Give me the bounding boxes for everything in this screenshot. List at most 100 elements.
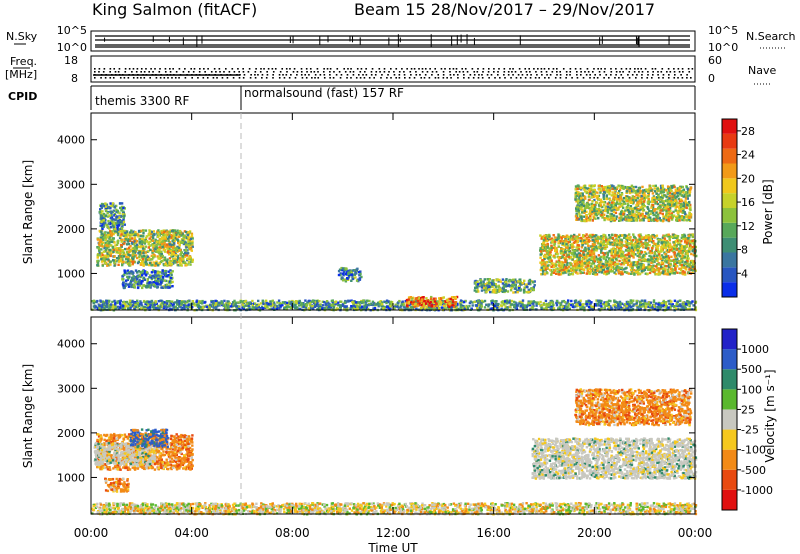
data-cell — [544, 299, 548, 303]
data-cell — [114, 244, 117, 247]
freq-dot — [641, 77, 643, 79]
freq-traces — [93, 68, 694, 79]
data-cell — [491, 299, 494, 302]
data-cell — [157, 229, 160, 232]
freq-dot — [94, 68, 96, 70]
freq-dot — [339, 77, 342, 79]
data-cell — [111, 246, 114, 249]
data-cell — [129, 245, 132, 248]
data-cell — [218, 301, 221, 304]
data-cell — [133, 236, 137, 239]
freq-dot — [329, 71, 331, 73]
data-cell — [122, 210, 125, 213]
data-cell — [134, 245, 137, 248]
data-cell — [414, 302, 417, 305]
data-cell — [311, 299, 315, 302]
freq-dot — [490, 74, 493, 76]
data-cell — [563, 301, 567, 304]
data-cell — [145, 271, 149, 274]
data-cell — [155, 243, 159, 247]
freq-dot — [641, 74, 643, 76]
freq-dot — [674, 74, 676, 76]
data-cell — [144, 236, 148, 240]
freq-dot — [257, 74, 259, 76]
data-cell — [156, 240, 159, 243]
freq-dot — [635, 77, 637, 79]
data-cell — [411, 302, 415, 306]
freq-dot — [478, 74, 480, 76]
data-cell — [123, 229, 126, 233]
data-cell — [133, 279, 136, 283]
freq-dot — [455, 68, 458, 70]
data-cell — [663, 305, 666, 308]
data-cell — [423, 300, 426, 303]
data-cell — [103, 247, 106, 250]
data-cell — [106, 239, 109, 243]
data-cell — [153, 254, 156, 257]
data-cell — [549, 301, 552, 304]
data-cell — [521, 282, 524, 285]
freq-dot — [582, 77, 585, 79]
data-cell — [101, 222, 105, 225]
data-cell — [512, 291, 515, 294]
freq-dot — [562, 68, 565, 70]
data-cell — [203, 301, 206, 304]
data-cell — [169, 250, 172, 253]
data-cell — [111, 305, 114, 309]
data-cell — [141, 270, 145, 273]
freq-dot — [547, 68, 550, 70]
freq-dot — [113, 68, 116, 70]
data-cell — [132, 252, 135, 255]
data-cell — [101, 241, 105, 244]
data-cell — [123, 242, 126, 245]
data-cell — [111, 230, 114, 233]
freq-dot — [477, 77, 480, 79]
data-cell — [161, 240, 165, 243]
data-cell — [135, 240, 139, 243]
data-cell — [670, 303, 673, 306]
freq-dot — [326, 68, 329, 70]
data-cell — [179, 257, 182, 260]
data-cell — [112, 228, 116, 231]
data-cell — [283, 307, 286, 310]
freq-dot — [103, 68, 106, 70]
data-cell — [147, 234, 151, 237]
data-cell — [124, 238, 128, 241]
data-cell — [159, 238, 162, 241]
data-cell — [178, 229, 182, 233]
freq-dot — [350, 68, 352, 70]
data-cell — [505, 278, 508, 281]
data-cell — [597, 184, 600, 188]
data-cell — [285, 301, 289, 305]
data-cell — [494, 285, 498, 289]
data-cell — [99, 215, 103, 218]
freq-dot — [503, 74, 505, 76]
data-cell — [136, 271, 139, 274]
freq-dot — [431, 71, 434, 73]
data-cell — [519, 282, 522, 285]
data-cell — [607, 299, 611, 302]
freq-dot — [98, 68, 101, 70]
freq-dot — [525, 71, 528, 73]
nsky-label: N.Sky — [6, 30, 38, 43]
freq-dot — [233, 71, 236, 73]
data-cell — [120, 207, 123, 211]
data-cell — [146, 277, 149, 281]
data-cell — [105, 209, 108, 212]
data-cell — [140, 301, 143, 305]
freq-dot — [289, 68, 291, 70]
data-cell — [110, 204, 113, 207]
data-cell — [142, 254, 146, 257]
data-cell — [611, 191, 614, 194]
data-cell — [180, 303, 184, 306]
data-cell — [272, 303, 276, 306]
data-cell — [522, 291, 526, 294]
data-cell — [645, 305, 648, 308]
freq-dot — [178, 77, 180, 79]
data-cell — [122, 255, 126, 258]
freq-dot — [418, 68, 420, 70]
data-cell — [480, 305, 483, 308]
data-cell — [295, 301, 298, 304]
freq-dot — [410, 74, 412, 76]
data-cell — [532, 300, 535, 303]
